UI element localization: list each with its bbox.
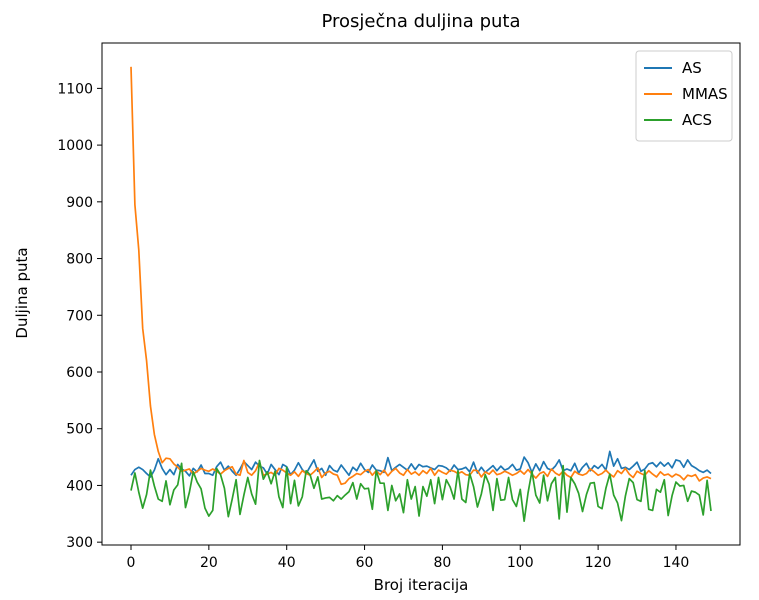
y-tick-label: 1100 bbox=[57, 81, 93, 97]
y-tick-label: 1000 bbox=[57, 138, 93, 154]
legend-label-as: AS bbox=[682, 59, 702, 77]
y-tick-label: 600 bbox=[66, 365, 93, 381]
y-tick-label: 700 bbox=[66, 308, 93, 324]
series-line-acs bbox=[130, 459, 712, 523]
x-axis: 0 20 40 60 80 100 120 140 bbox=[127, 545, 690, 571]
y-tick-label: 900 bbox=[66, 195, 93, 211]
x-tick-label: 100 bbox=[507, 555, 534, 571]
x-tick-label: 80 bbox=[433, 555, 451, 571]
series-line-mmas bbox=[130, 66, 712, 486]
legend-box bbox=[635, 50, 733, 142]
x-tick-label: 20 bbox=[200, 555, 218, 571]
y-axis: 300 400 500 600 700 800 900 1000 1100 bbox=[57, 81, 102, 551]
y-tick-label: 300 bbox=[66, 535, 93, 551]
plot-frame bbox=[101, 42, 741, 546]
y-tick-label: 800 bbox=[66, 252, 93, 268]
x-axis-label: Broj iteracija bbox=[374, 576, 469, 594]
y-axis-label: Duljina puta bbox=[13, 247, 31, 338]
x-tick-label: 40 bbox=[278, 555, 296, 571]
plot-lines bbox=[130, 66, 712, 523]
chart-title: Prosječna duljina puta bbox=[322, 11, 521, 32]
legend: AS MMAS ACS bbox=[635, 50, 733, 142]
x-tick-label: 120 bbox=[585, 555, 612, 571]
legend-label-mmas: MMAS bbox=[682, 85, 728, 103]
legend-label-acs: ACS bbox=[682, 111, 712, 129]
y-tick-label: 500 bbox=[66, 422, 93, 438]
y-tick-label: 400 bbox=[66, 478, 93, 494]
series-line-as bbox=[130, 450, 712, 478]
x-tick-label: 60 bbox=[356, 555, 374, 571]
x-tick-label: 140 bbox=[663, 555, 690, 571]
x-tick-label: 0 bbox=[127, 555, 136, 571]
